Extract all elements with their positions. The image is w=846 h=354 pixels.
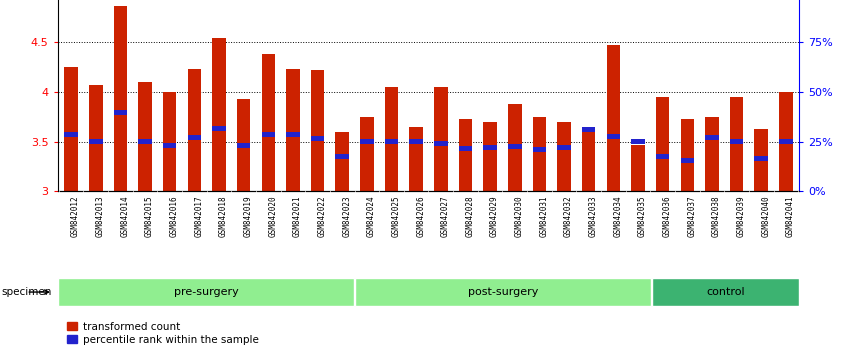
Text: post-surgery: post-surgery: [468, 287, 538, 297]
Bar: [261, 55, 275, 191]
Text: GSM842012: GSM842012: [71, 195, 80, 237]
Bar: [310, 70, 324, 191]
Bar: [607, 134, 620, 139]
Bar: [58, 278, 354, 306]
Text: GSM842017: GSM842017: [195, 195, 203, 237]
Text: GSM842021: GSM842021: [293, 195, 302, 237]
Bar: [656, 97, 669, 191]
Bar: [138, 139, 151, 144]
Text: GSM842022: GSM842022: [317, 195, 327, 237]
Bar: [755, 129, 768, 191]
Bar: [113, 6, 127, 191]
Bar: [212, 126, 226, 131]
Bar: [706, 117, 719, 191]
Text: GSM842014: GSM842014: [120, 195, 129, 237]
Bar: [89, 85, 102, 191]
Text: GSM842024: GSM842024: [367, 195, 376, 237]
Bar: [730, 97, 744, 191]
Bar: [360, 117, 374, 191]
Text: GSM842035: GSM842035: [638, 195, 647, 237]
Bar: [163, 92, 177, 191]
Bar: [434, 141, 448, 146]
Text: GSM842029: GSM842029: [490, 195, 499, 237]
Bar: [730, 139, 744, 144]
Text: GSM842020: GSM842020: [268, 195, 277, 237]
Bar: [354, 278, 651, 306]
Bar: [310, 136, 324, 141]
Bar: [385, 87, 398, 191]
Bar: [188, 69, 201, 191]
Text: GSM842015: GSM842015: [145, 195, 154, 237]
Text: GSM842039: GSM842039: [737, 195, 745, 237]
Bar: [286, 69, 299, 191]
Bar: [558, 145, 571, 150]
Bar: [680, 158, 694, 163]
Text: GSM842030: GSM842030: [514, 195, 524, 237]
Bar: [286, 132, 299, 137]
Bar: [409, 139, 423, 144]
Text: GSM842018: GSM842018: [219, 195, 228, 237]
Bar: [779, 139, 793, 144]
Text: GSM842034: GSM842034: [613, 195, 623, 237]
Text: GSM842026: GSM842026: [416, 195, 426, 237]
Bar: [656, 154, 669, 159]
Legend: transformed count, percentile rank within the sample: transformed count, percentile rank withi…: [63, 318, 262, 349]
Bar: [64, 67, 78, 191]
Text: GSM842031: GSM842031: [540, 195, 548, 237]
Bar: [237, 99, 250, 191]
Bar: [607, 45, 620, 191]
Text: GSM842016: GSM842016: [170, 195, 179, 237]
Bar: [89, 139, 102, 144]
Text: GSM842019: GSM842019: [244, 195, 253, 237]
Bar: [779, 92, 793, 191]
Bar: [459, 119, 472, 191]
Bar: [508, 144, 521, 149]
Bar: [631, 139, 645, 144]
Text: GSM842023: GSM842023: [343, 195, 351, 237]
Text: GSM842041: GSM842041: [786, 195, 795, 237]
Bar: [483, 145, 497, 150]
Bar: [188, 135, 201, 140]
Bar: [755, 156, 768, 161]
Bar: [582, 127, 596, 132]
Bar: [558, 122, 571, 191]
Bar: [533, 117, 547, 191]
Bar: [483, 122, 497, 191]
Bar: [706, 135, 719, 140]
Bar: [212, 38, 226, 191]
Text: GSM842036: GSM842036: [662, 195, 672, 237]
Text: GSM842040: GSM842040: [761, 195, 770, 237]
Text: GSM842032: GSM842032: [564, 195, 573, 237]
Bar: [261, 132, 275, 137]
Bar: [409, 127, 423, 191]
Text: GSM842013: GSM842013: [96, 195, 105, 237]
Bar: [237, 143, 250, 148]
Text: GSM842028: GSM842028: [465, 195, 475, 237]
Bar: [434, 87, 448, 191]
Bar: [680, 119, 694, 191]
Bar: [459, 146, 472, 151]
Text: GSM842038: GSM842038: [712, 195, 721, 237]
Bar: [360, 139, 374, 144]
Bar: [163, 143, 177, 148]
Bar: [336, 154, 349, 159]
Text: specimen: specimen: [1, 287, 52, 297]
Bar: [651, 278, 799, 306]
Bar: [138, 82, 151, 191]
Bar: [336, 132, 349, 191]
Bar: [113, 110, 127, 115]
Bar: [582, 127, 596, 191]
Bar: [385, 139, 398, 144]
Bar: [631, 144, 645, 191]
Text: GSM842037: GSM842037: [687, 195, 696, 237]
Bar: [508, 104, 521, 191]
Text: GSM842027: GSM842027: [441, 195, 450, 237]
Text: pre-surgery: pre-surgery: [173, 287, 239, 297]
Text: control: control: [706, 287, 744, 297]
Bar: [64, 132, 78, 137]
Text: GSM842025: GSM842025: [392, 195, 400, 237]
Bar: [533, 147, 547, 152]
Text: GSM842033: GSM842033: [589, 195, 598, 237]
